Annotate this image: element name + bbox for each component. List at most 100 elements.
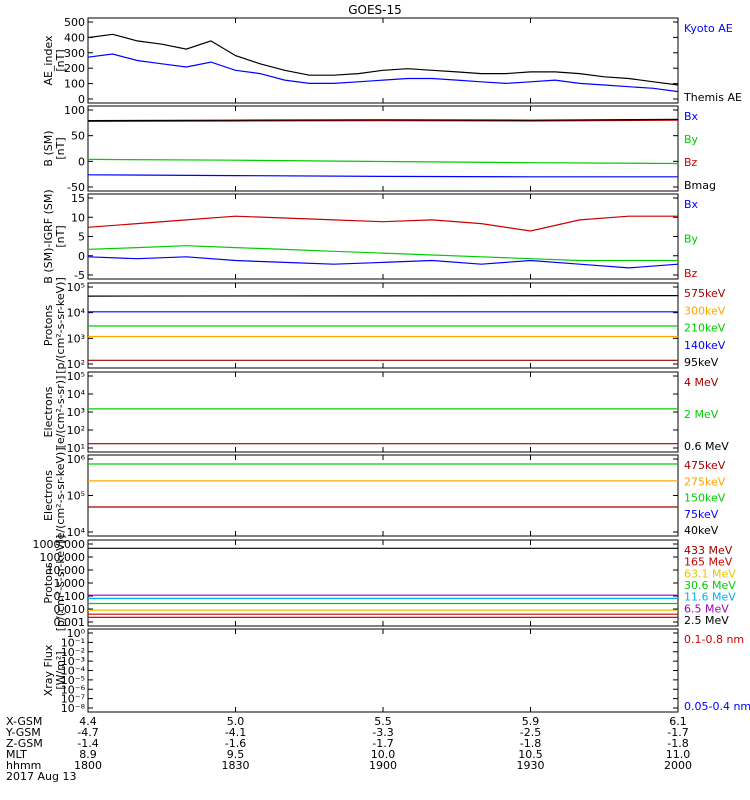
y-tick-label: 0.010 [54,603,86,616]
x-axis-value: 5.5 [374,715,392,728]
y-axis-label: [nT] [54,49,67,71]
y-tick-label: 500 [64,16,85,29]
x-axis-value: 1900 [369,759,397,772]
y-tick-label: 10⁴ [67,526,86,539]
panel-frame [87,17,679,104]
date-label: 2017 Aug 13 [6,770,76,783]
y-tick-label: 10⁻² [61,646,85,659]
series-line-bx [87,174,678,178]
x-axis-value: 2000 [664,759,692,772]
y-axis-label: [nT] [54,137,67,159]
legend-label: 63.1 MeV [684,567,736,580]
x-axis-value: -1.7 [372,737,393,750]
y-tick-label: 300 [64,47,85,60]
legend-label: 6.5 MeV [684,602,729,615]
legend-label: Kyoto AE [684,22,733,35]
y-tick-label: 0 [78,250,85,263]
legend-label: 75keV [684,508,719,521]
x-axis-value: 5.9 [522,715,540,728]
x-axis-value: 10.0 [371,748,396,761]
legend-label: 2 MeV [684,408,719,421]
legend-label: 575keV [684,287,726,300]
legend-label: 30.6 MeV [684,579,736,592]
x-axis-value: 10.5 [518,748,543,761]
y-tick-label: 10⁻³ [61,655,85,668]
y-tick-label: 100 [64,104,85,117]
x-axis-row-label: Z-GSM [6,737,43,750]
y-tick-label: 10⁴ [67,307,86,320]
y-tick-label: -5 [74,269,85,282]
x-axis-row-label: X-GSM [6,715,42,728]
panel-frame [87,539,679,627]
y-tick-label: 10⁵ [67,370,85,383]
series-line-themis-ae [87,33,679,86]
y-tick-label: 10.000 [47,564,86,577]
x-axis-value: 1800 [74,759,102,772]
panel-3: 15 10 5 0 -5 B (SM)-IGRF (SM) [nT] Bx By Bz [42,189,699,283]
legend-label: 4 MeV [684,376,719,389]
y-tick-label: 50 [71,130,85,143]
y-axis-label: [nT] [54,225,67,247]
x-axis-row-label: hhmm [6,759,41,772]
y-tick-label: 10² [67,358,85,371]
x-axis-value: -2.5 [520,726,541,739]
legend-label: 0.05-0.4 nm [684,700,750,713]
y-tick-label: 10⁵ [67,490,85,503]
x-axis-value: -4.1 [225,726,246,739]
legend-label: By [684,133,699,146]
series-line-bz [87,215,678,232]
legend-label: By [684,233,699,246]
y-tick-label: 10⁵ [67,281,85,294]
legend-label: 475keV [684,459,726,472]
x-axis-value: -1.4 [77,737,98,750]
y-axis-label: [p/(cm²-s-sr-keV)] [54,277,67,374]
panel-frame [87,371,679,453]
y-axis-label: Electrons [42,386,55,437]
panel-frame [87,628,679,713]
x-axis-row-label: MLT [6,748,27,761]
legend-label: 165 MeV [684,556,733,569]
panel-frame [87,105,679,192]
y-tick-label: 10¹ [67,442,85,455]
y-axis-label: [e/(cm²-s-sr-keV)] [54,447,67,543]
y-tick-label: 10⁻⁷ [61,693,85,706]
legend-label: 433 MeV [684,544,733,557]
y-tick-label: 10⁻⁸ [61,702,86,715]
series-line-bx [87,256,679,269]
y-axis-label: Protons [42,305,55,346]
y-axis-label: [W/m²] [54,651,67,689]
y-tick-label: 400 [64,31,85,44]
y-tick-label: 10⁻¹ [61,636,85,649]
y-tick-label: 0.001 [54,616,86,629]
y-tick-label: 0 [78,93,85,106]
panel-frame [87,454,679,537]
y-tick-label: 10³ [67,332,85,345]
y-axis-label: B (SM)-IGRF (SM) [42,189,55,283]
x-axis-value: 1930 [517,759,545,772]
y-tick-label: -50 [67,181,85,194]
legend-label: 11.6 MeV [684,591,736,604]
y-tick-label: 1.000 [54,577,86,590]
x-axis-value: -1.8 [667,737,688,750]
legend-label: 300keV [684,304,726,317]
x-axis-value: 5.0 [227,715,245,728]
legend-label: Bz [684,156,698,169]
panel-7: 1000.000100.00010.0001.0000.1000.0100.00… [33,535,737,632]
y-tick-label: 10⁰ [67,627,86,640]
legend-label: 275keV [684,475,726,488]
y-axis-label: Xray Flux [42,644,55,696]
series-line-kyoto-ae [87,53,679,93]
x-axis-value: 11.0 [666,748,691,761]
x-axis-value: -1.7 [667,726,688,739]
y-tick-label: 10³ [67,406,85,419]
legend-label: 210keV [684,322,726,335]
x-axis-value: 8.9 [79,748,97,761]
y-tick-label: 10⁻⁴ [61,665,86,678]
x-axis-value: 6.1 [669,715,687,728]
x-axis-row-label: Y-GSM [5,726,41,739]
y-axis-label: B (SM) [42,130,55,166]
panel-4: 10⁵ 10⁴ 10³ 10² Protons [p/(cm²-s-sr-keV)] 575… [42,277,726,374]
y-tick-label: 5 [78,231,85,244]
